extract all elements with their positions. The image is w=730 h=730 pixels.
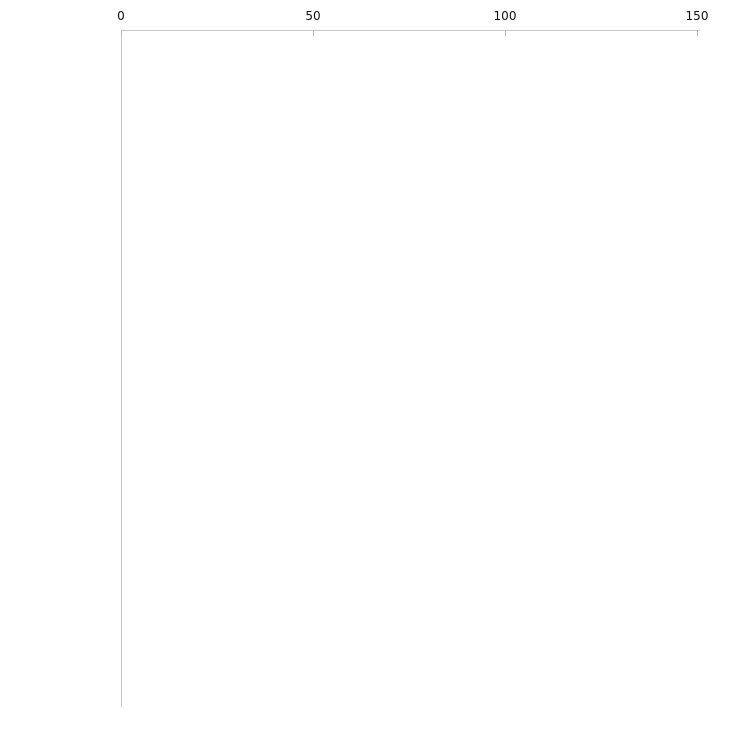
x-tick-mark — [121, 30, 122, 36]
x-tick-mark — [505, 30, 506, 36]
x-tick-label: 50 — [305, 9, 321, 23]
x-tick-label: 0 — [117, 9, 125, 23]
x-axis-line — [121, 30, 700, 31]
y-axis-line — [121, 30, 122, 707]
x-tick-label: 150 — [685, 9, 709, 23]
x-tick-mark — [313, 30, 314, 36]
x-tick-label: 100 — [493, 9, 517, 23]
x-tick-mark — [697, 30, 698, 36]
